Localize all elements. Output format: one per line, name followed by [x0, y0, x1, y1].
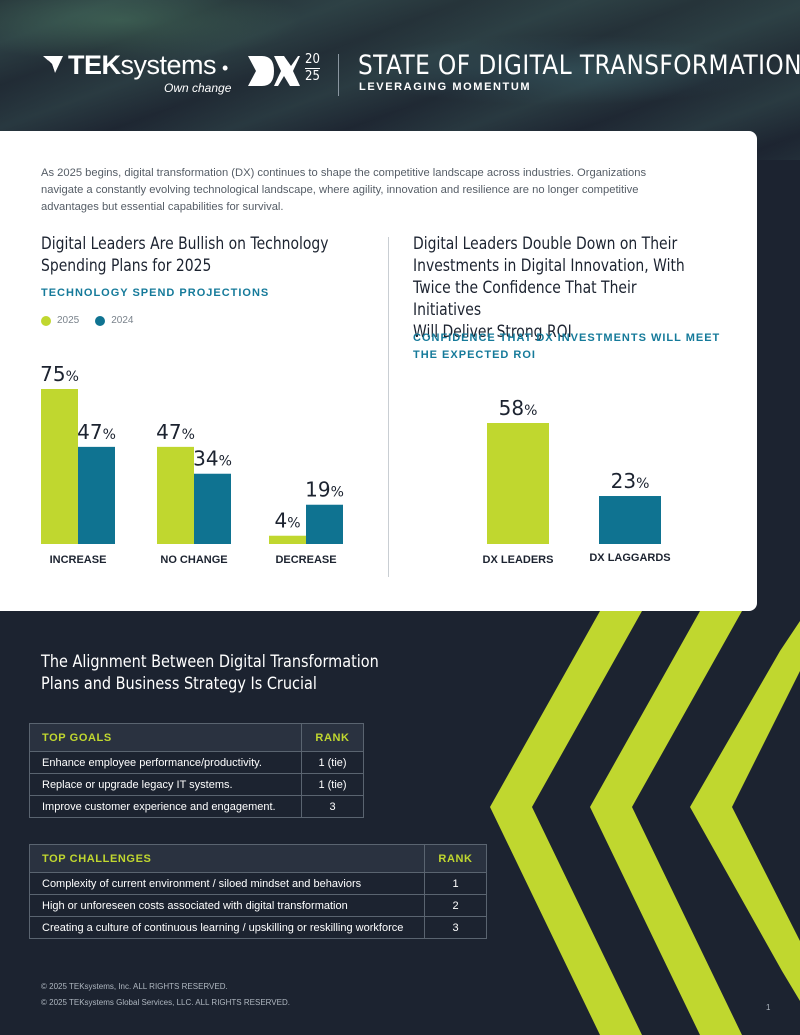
report-title: STATE OF DIGITAL TRANSFORMATION: [358, 50, 800, 81]
summary-card: As 2025 begins, digital transformation (…: [0, 131, 757, 611]
dx-year-top: 20: [305, 52, 320, 69]
bar-2024-increase: [78, 446, 115, 544]
challenge-item: Complexity of current environment / silo…: [29, 872, 425, 895]
legend-swatch-2025: [41, 315, 51, 326]
bar-value-label: 58%: [499, 396, 538, 420]
spend-projection-chart: 75% 47% INCREASE 47% 34% NO CHANGE 4%19% DECREA…: [40, 362, 344, 566]
challenges-rank-header: RANK: [424, 844, 487, 873]
dx-year: 20 25: [305, 52, 320, 85]
right-subtitle-line2: THE EXPECTED ROI: [413, 349, 536, 361]
table-header-row: TOP CHALLENGES RANK: [29, 844, 487, 873]
dx-logo-icon: DX: [246, 54, 300, 86]
challenge-item: Creating a culture of continuous learnin…: [29, 916, 425, 939]
alignment-title-line1: The Alignment Between Digital Transforma…: [41, 652, 379, 672]
brand-tagline: Own change: [164, 81, 232, 95]
table-row: Creating a culture of continuous learnin…: [29, 916, 487, 939]
bar-2025-increase: [41, 389, 78, 544]
challenge-rank: 3: [424, 916, 487, 939]
brand-name-light: systems: [120, 50, 217, 80]
goal-rank: 3: [301, 795, 364, 818]
header-separator: •: [222, 58, 229, 78]
left-section-subtitle: TECHNOLOGY SPEND PROJECTIONS: [41, 287, 270, 299]
table-row: Replace or upgrade legacy IT systems. 1 …: [29, 773, 364, 796]
intro-paragraph: As 2025 begins, digital transformation (…: [41, 167, 647, 213]
challenge-rank: 1: [424, 872, 487, 895]
table-row: Improve customer experience and engageme…: [29, 795, 364, 818]
bar-value-label: 23%: [611, 469, 650, 493]
bar-2025-decrease: [269, 535, 306, 544]
bar-dx-laggards: [599, 496, 661, 544]
dx-roi-confidence-chart: 58% DX LEADERS 23% DX LAGGARDS: [483, 396, 671, 566]
challenge-rank: 2: [424, 894, 487, 917]
brand-name-bold: TEK: [68, 50, 121, 80]
table-row: High or unforeseen costs associated with…: [29, 894, 487, 917]
category-label: DX LAGGARDS: [589, 552, 670, 564]
category-label: DX LEADERS: [483, 554, 554, 566]
goal-item: Enhance employee performance/productivit…: [29, 751, 302, 774]
copyright-line-2: © 2025 TEKsystems Global Services, LLC. …: [41, 998, 290, 1007]
legend-item-2025: 2025: [41, 315, 79, 326]
left-title-line2: Spending Plans for 2025: [41, 256, 212, 276]
goal-rank: 1 (tie): [301, 751, 364, 774]
right-section-title: Digital Leaders Double Down on Their Inv…: [413, 233, 695, 343]
legend-item-2024: 2024: [95, 315, 134, 326]
goal-item: Replace or upgrade legacy IT systems.: [29, 773, 302, 796]
bar-2025-no-change: [157, 446, 194, 544]
alignment-title: The Alignment Between Digital Transforma…: [41, 651, 379, 695]
bar-value-label: 34%: [193, 447, 232, 471]
right-title-line2: Investments in Digital Innovation, With: [413, 256, 685, 276]
goals-rank-header: RANK: [301, 723, 364, 752]
legend-swatch-2024: [95, 315, 106, 326]
dx-year-bottom: 25: [305, 69, 320, 84]
table-row: Complexity of current environment / silo…: [29, 872, 487, 895]
right-title-line3: Twice the Confidence That Their Initiati…: [413, 278, 637, 320]
top-challenges-table: TOP CHALLENGES RANK Complexity of curren…: [29, 844, 487, 939]
copyright-line-1: © 2025 TEKsystems, Inc. ALL RIGHTS RESER…: [41, 982, 228, 991]
legend-label-2024: 2024: [111, 315, 134, 326]
right-subtitle-line1: CONFIDENCE THAT DX INVESTMENTS WILL MEET: [413, 332, 721, 344]
page-number: 1: [766, 1003, 771, 1012]
legend-label-2025: 2025: [57, 315, 80, 326]
bar-value-label: 75%: [40, 362, 79, 386]
dx-mark-text: DX: [246, 54, 248, 55]
right-title-line1: Digital Leaders Double Down on Their: [413, 234, 678, 254]
bar-value-label: 47%: [77, 420, 116, 444]
brand-name: TEKsystems: [68, 50, 217, 80]
top-goals-table: TOP GOALS RANK Enhance employee performa…: [29, 723, 364, 818]
category-label: INCREASE: [50, 554, 107, 566]
category-label: NO CHANGE: [160, 554, 227, 566]
bar-value-label: 47%: [156, 420, 195, 444]
category-label: DECREASE: [275, 554, 336, 566]
alignment-title-line2: Plans and Business Strategy Is Crucial: [41, 674, 317, 694]
right-section-subtitle: CONFIDENCE THAT DX INVESTMENTS WILL MEET…: [413, 330, 720, 364]
goal-item: Improve customer experience and engageme…: [29, 795, 302, 818]
left-title-line1: Digital Leaders Are Bullish on Technolog…: [41, 234, 329, 254]
goals-header: TOP GOALS: [29, 723, 302, 752]
bar-2024-decrease: [306, 504, 343, 544]
goal-rank: 1 (tie): [301, 773, 364, 796]
column-divider: [388, 237, 389, 577]
report-subtitle: LEVERAGING MOMENTUM: [359, 81, 532, 93]
right-title-line4: Will Deliver Strong ROI: [413, 322, 572, 342]
header-divider: [338, 54, 339, 96]
chevron-decoration-icon: [490, 611, 800, 1035]
challenges-header: TOP CHALLENGES: [29, 844, 425, 873]
challenge-item: High or unforeseen costs associated with…: [29, 894, 425, 917]
table-header-row: TOP GOALS RANK: [29, 723, 364, 752]
bar-value-label: 19%: [305, 478, 344, 502]
left-section-title: Digital Leaders Are Bullish on Technolog…: [41, 233, 329, 277]
teksystems-mark-icon: [43, 56, 63, 73]
chart-legend: 2025 2024: [41, 315, 134, 326]
table-row: Enhance employee performance/productivit…: [29, 751, 364, 774]
bar-2024-no-change: [194, 473, 231, 544]
bar-dx-leaders: [487, 423, 549, 544]
bar-value-label: 4%: [274, 509, 300, 533]
